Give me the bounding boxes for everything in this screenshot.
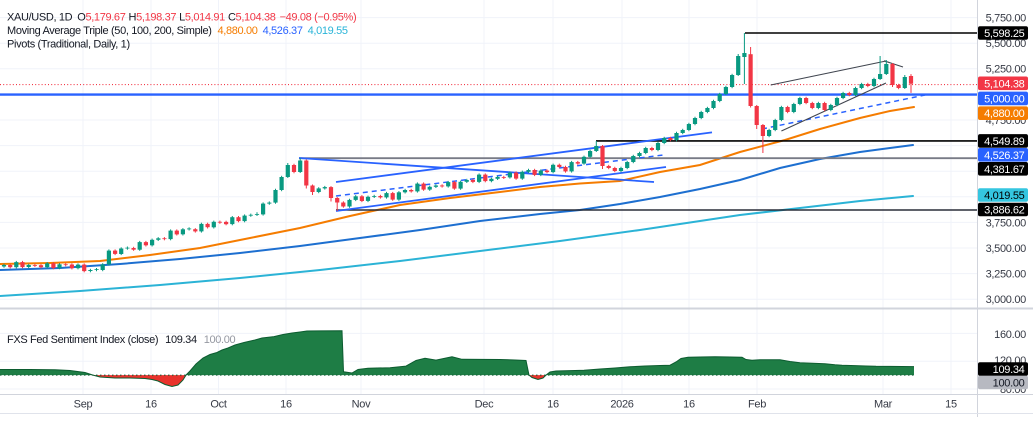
svg-text:4,019.55: 4,019.55 <box>984 190 1025 202</box>
svg-text:5,104.38: 5,104.38 <box>984 78 1025 90</box>
svg-text:5,500.00: 5,500.00 <box>986 38 1027 50</box>
svg-text:3,886.62: 3,886.62 <box>984 205 1025 217</box>
svg-text:Sep: Sep <box>74 399 93 411</box>
svg-text:15: 15 <box>945 399 957 411</box>
svg-text:16: 16 <box>280 399 292 411</box>
svg-text:4,526.37: 4,526.37 <box>984 150 1025 162</box>
svg-text:160.00: 160.00 <box>994 329 1026 341</box>
svg-text:3,000.00: 3,000.00 <box>986 294 1027 306</box>
svg-text:5,750.00: 5,750.00 <box>986 13 1027 25</box>
svg-text:5,000.00: 5,000.00 <box>984 93 1025 105</box>
svg-text:5,598.25: 5,598.25 <box>984 28 1025 40</box>
svg-text:109.34: 109.34 <box>993 364 1025 376</box>
svg-text:3,250.00: 3,250.00 <box>986 269 1027 281</box>
svg-text:Pivots (Traditional, Daily, 1): Pivots (Traditional, Daily, 1) <box>7 39 130 51</box>
svg-text:Mar: Mar <box>874 399 893 411</box>
svg-text:Moving Average Triple (50, 100: Moving Average Triple (50, 100, 200, Sim… <box>7 25 348 37</box>
svg-text:4,381.67: 4,381.67 <box>984 164 1025 176</box>
svg-text:Oct: Oct <box>210 399 226 411</box>
svg-text:100.00: 100.00 <box>993 378 1025 390</box>
svg-text:FXS Fed Sentiment Index (close: FXS Fed Sentiment Index (close) 109.34 100… <box>7 334 235 346</box>
svg-text:16: 16 <box>683 399 695 411</box>
svg-text:3,750.00: 3,750.00 <box>986 217 1027 229</box>
svg-text:2026: 2026 <box>610 399 633 411</box>
svg-text:16: 16 <box>547 399 559 411</box>
svg-text:3,500.00: 3,500.00 <box>986 243 1027 255</box>
svg-text:5,250.00: 5,250.00 <box>986 64 1027 76</box>
svg-text:4,880.00: 4,880.00 <box>984 108 1025 120</box>
svg-text:Feb: Feb <box>748 399 766 411</box>
svg-text:Nov: Nov <box>352 399 371 411</box>
svg-text:16: 16 <box>145 399 157 411</box>
svg-text:4,549.89: 4,549.89 <box>984 136 1025 148</box>
svg-text:Dec: Dec <box>475 399 494 411</box>
